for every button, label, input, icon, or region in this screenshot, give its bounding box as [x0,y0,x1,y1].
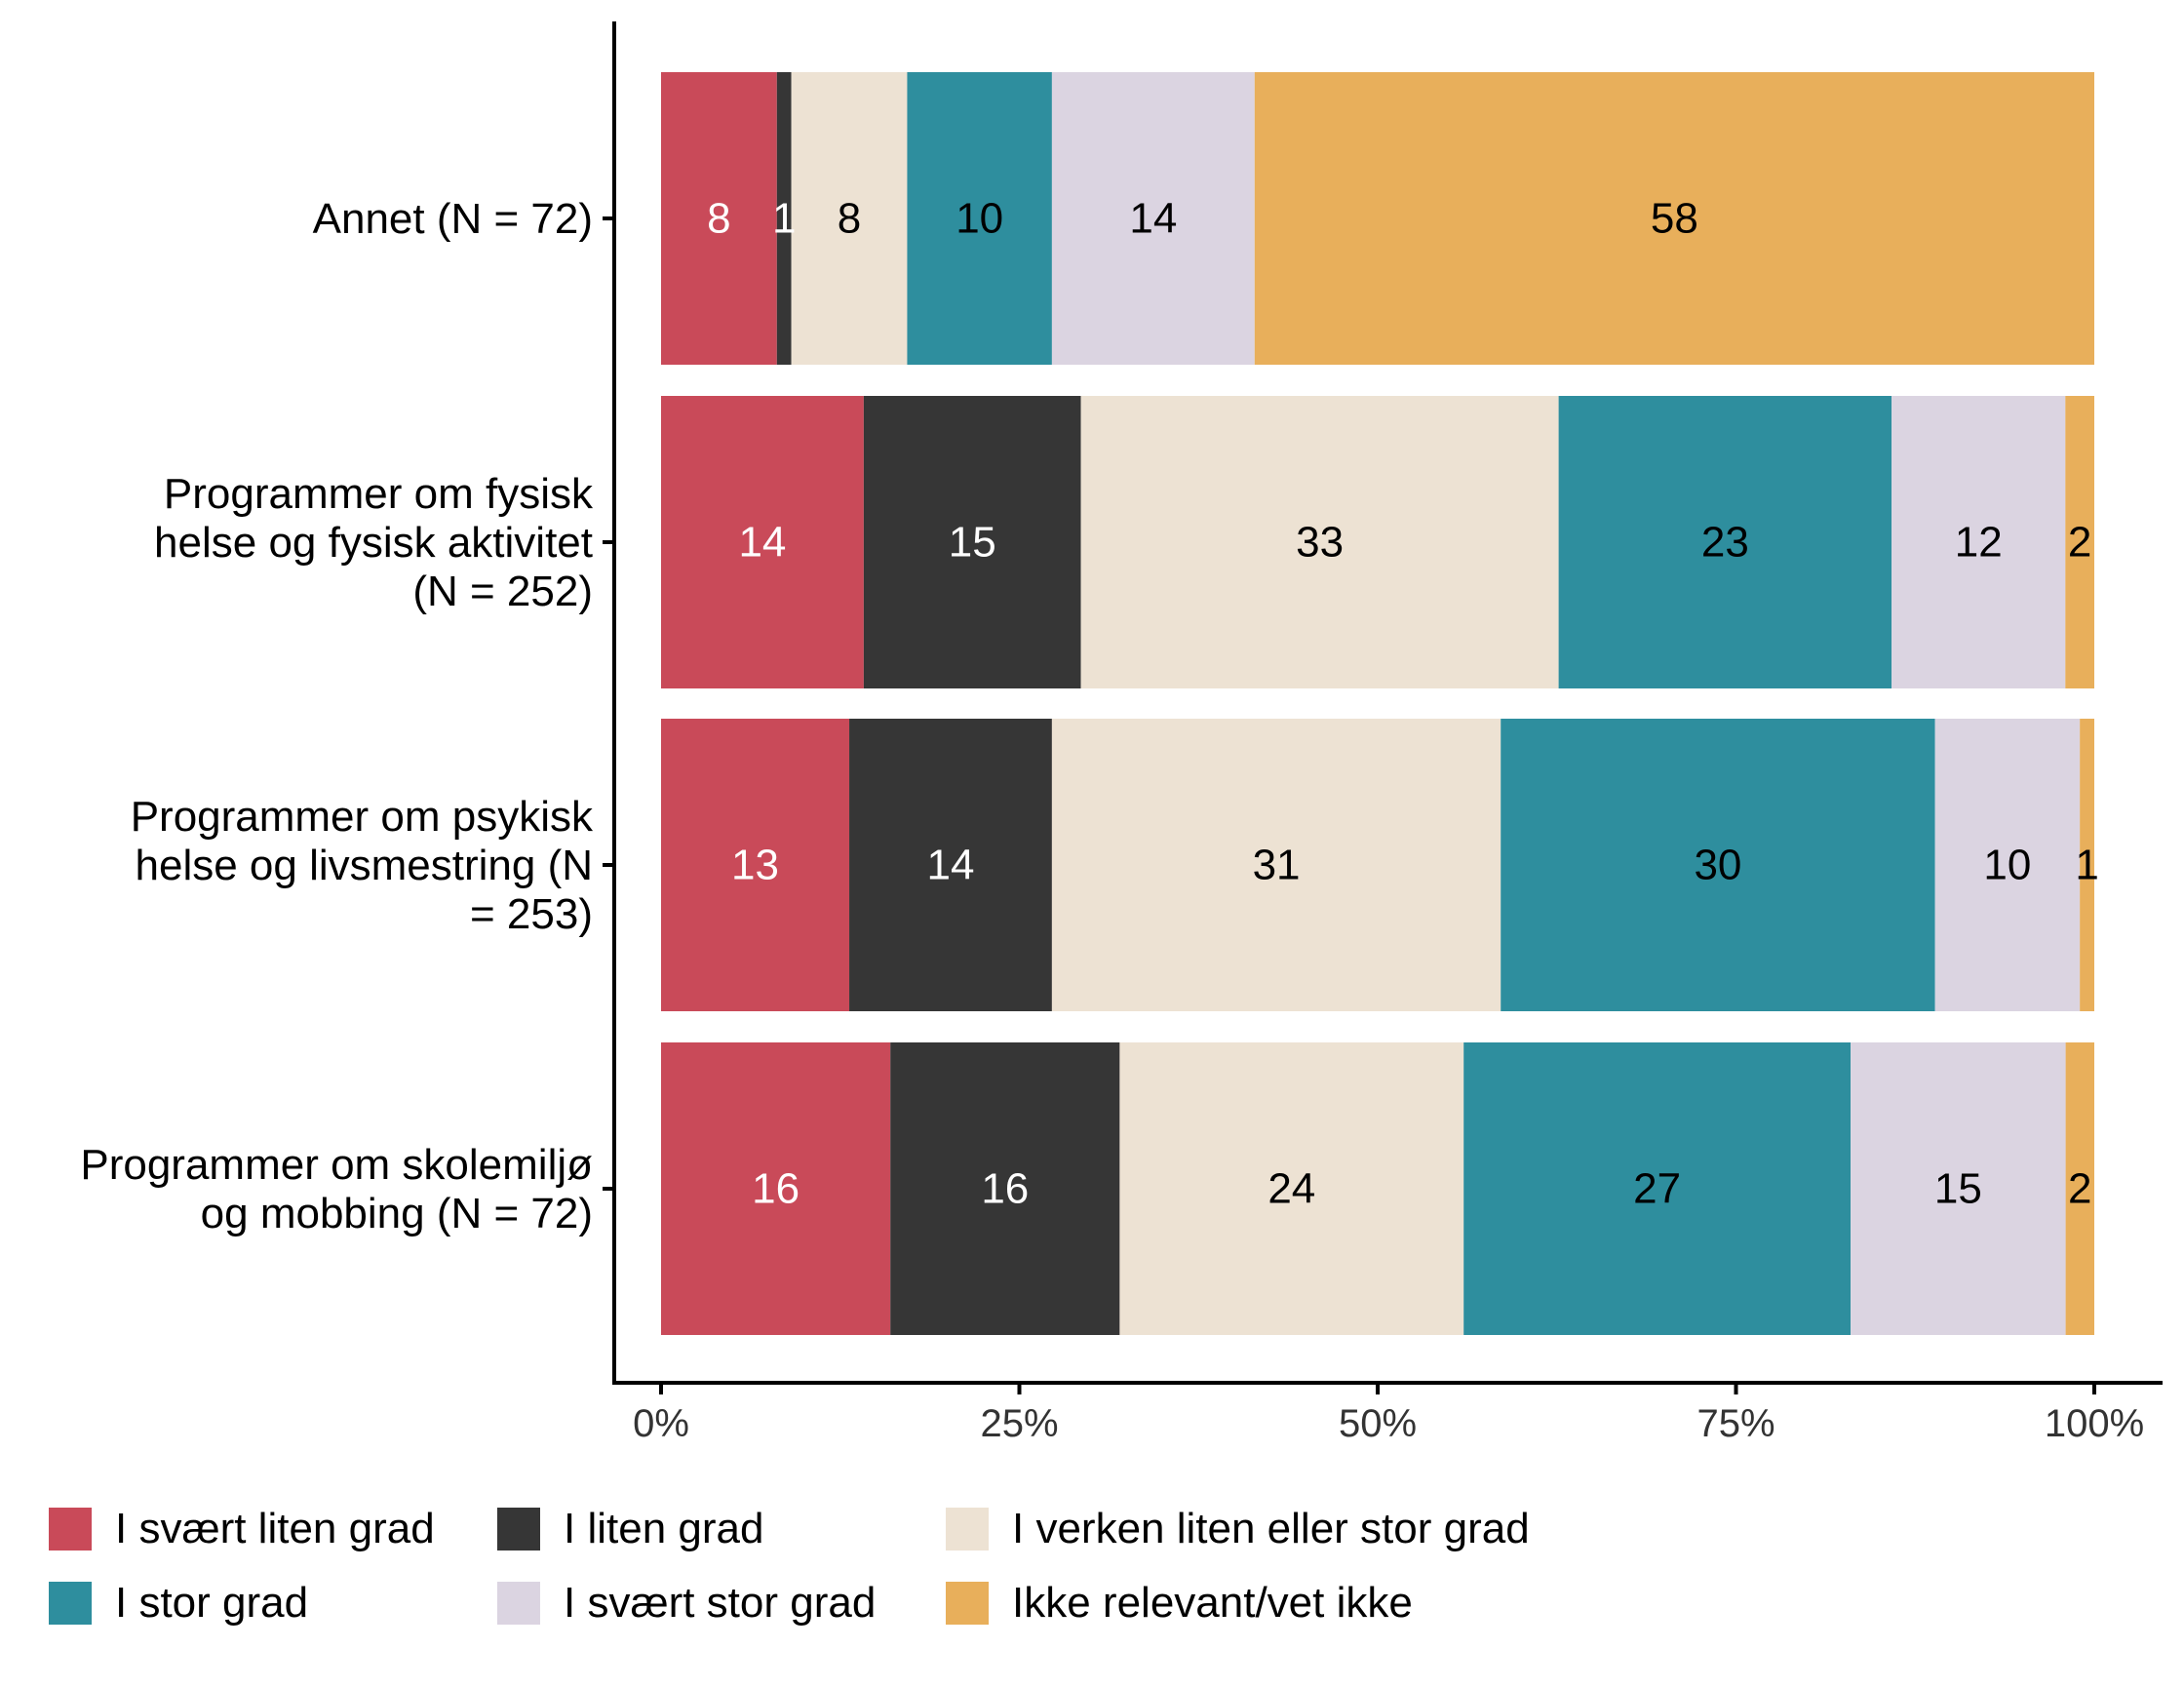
segment-value-label: 31 [1253,842,1301,889]
bar-segment [2065,396,2094,688]
bar-segment [1051,719,1502,1011]
segment-value-label: 13 [731,842,779,889]
segment-value-label: 2 [2068,519,2091,567]
segment-value-label: 58 [1651,195,1698,243]
segment-value-label: 27 [1633,1165,1681,1213]
legend-swatch [946,1582,989,1625]
legend-swatch [49,1582,92,1625]
legend-item: Ikke relevant/vet ikke [946,1574,1413,1632]
legend-item: I svært liten grad [49,1500,435,1558]
bar-segment [661,719,850,1011]
legend-label: Ikke relevant/vet ikke [1012,1579,1413,1627]
legend-label: I svært stor grad [564,1579,877,1627]
category-label: Programmer om psykisk helse og livsmestri… [131,793,594,938]
legend-swatch [946,1508,989,1551]
segment-value-label: 15 [949,519,996,567]
bar-segment [1119,1042,1464,1335]
segment-value-label: 14 [738,519,786,567]
bar-segment [1851,1042,2066,1335]
segment-value-label: 16 [981,1165,1029,1213]
legend-label: I liten grad [564,1505,764,1552]
segment-value-label: 15 [1934,1165,1982,1213]
bar-segment [863,396,1081,688]
segment-value-label: 16 [752,1165,800,1213]
legend-swatch [49,1508,92,1551]
bar-segment [1501,719,1935,1011]
segment-value-label: 12 [1955,519,2003,567]
legend: I svært liten grad I liten grad I verken l… [49,1500,2096,1666]
bar-segment [890,1042,1120,1335]
bar-segment [1934,719,2081,1011]
legend-label: I svært liten grad [115,1505,435,1552]
segment-value-label: 24 [1268,1165,1315,1213]
bar-segment [1080,396,1559,688]
category-label: Programmer om fysisk helse og fysisk akti… [154,470,594,615]
bar-segment [1463,1042,1852,1335]
bar-segment [661,1042,891,1335]
bar-segment [791,72,908,365]
bar-segment [1558,396,1892,688]
bar-segment [849,719,1052,1011]
bar-segment [776,72,792,365]
x-ticks-group: 0% 25% 50% 75% 100% [633,1383,2144,1445]
bar-segment [1254,72,2094,365]
bar-segment [2065,1042,2094,1335]
legend-swatch [497,1582,540,1625]
x-tick-label: 50% [1339,1402,1417,1445]
x-tick-label: 0% [633,1402,689,1445]
x-tick-label: 100% [2045,1402,2144,1445]
category-label: Programmer om skolemiljø og mobbing (N = … [80,1141,593,1237]
segment-value-label: 1 [2075,842,2098,889]
segment-value-label: 10 [956,195,1003,243]
legend-label: I verken liten eller stor grad [1012,1505,1530,1552]
segment-value-label: 30 [1694,842,1741,889]
bar-segment [2080,719,2094,1011]
segment-value-label: 10 [1983,842,2031,889]
legend-item: I stor grad [49,1574,308,1632]
legend-swatch [497,1508,540,1551]
category-label: Annet (N = 72) [313,195,593,243]
legend-item: I svært stor grad [497,1574,876,1632]
bar-segment [1051,72,1255,365]
x-tick-label: 25% [980,1402,1058,1445]
axes-group [612,21,2163,1385]
bars-group [661,72,2094,1335]
segment-value-label: 14 [926,842,974,889]
bar-segment [661,396,864,688]
bar-segment [907,72,1052,365]
segment-value-label: 2 [2068,1165,2091,1213]
segment-value-label: 23 [1701,519,1749,567]
legend-item: I verken liten eller stor grad [946,1500,1530,1558]
x-tick-label: 75% [1696,1402,1774,1445]
segment-value-label: 14 [1129,195,1177,243]
bar-segment [661,72,777,365]
category-labels-group: Annet (N = 72) Programmer om fysisk helse … [80,195,614,1237]
segment-value-label: 8 [838,195,861,243]
segment-value-label: 1 [772,195,796,243]
segment-value-label: 8 [707,195,730,243]
legend-item: I liten grad [497,1500,763,1558]
bar-segment [1892,396,2066,688]
segment-value-label: 33 [1296,519,1344,567]
legend-label: I stor grad [115,1579,309,1627]
